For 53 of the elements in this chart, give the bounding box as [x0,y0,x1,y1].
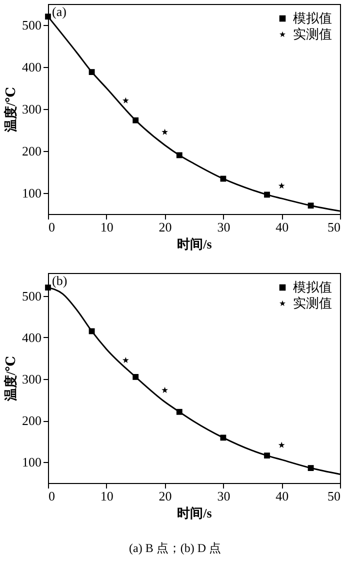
x-tick-label: 40 [276,220,289,234]
point [176,152,182,158]
x-tick-label: 20 [158,220,172,234]
point [88,328,95,334]
y-tick-label: 200 [22,144,42,158]
y-axis-title: 温度/℃ [3,86,18,134]
point [162,128,168,135]
point [176,408,182,415]
point [308,202,314,209]
x-tick-label: 0 [48,220,55,234]
legend-label: 模拟值 [293,280,332,294]
y-axis-title: 温度/℃ [3,356,18,402]
y-tick-label: 100 [22,186,42,200]
y-tick-label: 300 [22,102,42,116]
legend-label: 模拟值 [293,10,332,26]
point [220,176,226,182]
y-tick-label: 100 [22,454,42,470]
x-tick-label: 0 [48,488,55,504]
annotation: (a) [52,4,66,19]
point [264,192,270,198]
point [278,182,285,189]
y-tick-label: 300 [22,372,42,387]
x-tick-label: 30 [217,488,230,504]
point [132,117,139,124]
point [122,97,129,104]
point [122,356,129,364]
legend-label: 实测值 [293,296,332,310]
y-tick-label: 200 [22,413,42,428]
point [220,434,226,441]
point [278,442,285,448]
x-axis-title: 时间/s [177,506,212,520]
x-axis-title: 时间/s [177,236,212,252]
x-tick-label: 40 [276,488,289,504]
x-tick-label: 50 [328,220,340,234]
point [45,14,51,20]
point [88,69,95,75]
point [132,374,139,380]
text: (a) B 点；(b) D 点 [128,540,222,557]
x-tick-label: 30 [217,220,230,234]
x-tick-label: 20 [158,488,172,504]
annotation: (b) [52,273,68,288]
x-tick-label: 50 [328,488,340,504]
x-tick-label: 10 [100,488,114,504]
point [264,452,270,459]
point [162,386,168,393]
y-tick-label: 400 [22,60,42,74]
x-tick-label: 10 [100,220,114,234]
y-tick-label: 500 [22,18,42,32]
legend-label: 实测值 [293,26,332,42]
point [45,284,51,291]
point [308,465,314,471]
y-tick-label: 500 [22,288,42,304]
y-tick-label: 400 [22,330,42,345]
